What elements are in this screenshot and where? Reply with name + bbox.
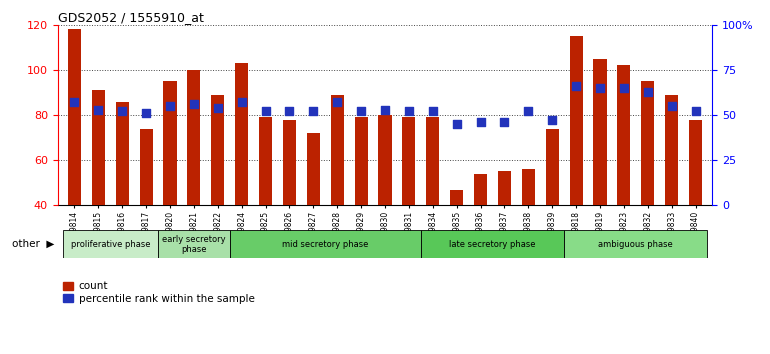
Bar — [427, 117, 440, 205]
Bar — [570, 36, 583, 205]
Bar — [378, 115, 392, 205]
Text: early secretory
phase: early secretory phase — [162, 235, 226, 254]
Bar — [474, 174, 487, 205]
Point — [474, 119, 487, 125]
Bar — [235, 63, 248, 205]
Point — [450, 121, 463, 127]
Bar — [68, 29, 81, 205]
Bar — [450, 189, 464, 205]
Bar — [306, 133, 320, 205]
Text: GDS2052 / 1555910_at: GDS2052 / 1555910_at — [58, 11, 203, 24]
Bar — [158, 230, 229, 258]
Point — [331, 99, 343, 105]
Bar — [187, 70, 200, 205]
Point — [307, 109, 320, 114]
Point — [92, 107, 105, 113]
Point — [403, 109, 415, 114]
Bar — [402, 117, 416, 205]
Point — [355, 109, 367, 114]
Bar — [330, 95, 343, 205]
Bar — [139, 129, 152, 205]
Bar — [211, 95, 224, 205]
Point — [188, 101, 200, 107]
Bar — [229, 230, 421, 258]
Point — [570, 83, 582, 89]
Point — [379, 107, 391, 113]
Point — [665, 103, 678, 109]
Bar — [163, 81, 176, 205]
Bar — [259, 117, 272, 205]
Point — [618, 85, 630, 91]
Bar — [618, 65, 631, 205]
Point — [498, 119, 511, 125]
Bar — [594, 59, 607, 205]
Bar — [665, 95, 678, 205]
Point — [427, 109, 439, 114]
Text: late secretory phase: late secretory phase — [449, 240, 536, 249]
Bar — [92, 90, 105, 205]
Text: other  ▶: other ▶ — [12, 239, 54, 249]
Point — [212, 105, 224, 111]
Point — [594, 85, 606, 91]
Point — [259, 109, 272, 114]
Bar — [564, 230, 708, 258]
Point — [164, 103, 176, 109]
Point — [522, 109, 534, 114]
Bar — [689, 120, 702, 205]
Point — [689, 109, 701, 114]
Point — [140, 110, 152, 116]
Point — [69, 99, 81, 105]
Point — [236, 99, 248, 105]
Bar — [498, 171, 511, 205]
Point — [641, 89, 654, 95]
Bar — [522, 169, 535, 205]
Text: mid secretory phase: mid secretory phase — [282, 240, 369, 249]
Point — [283, 109, 296, 114]
Bar — [641, 81, 654, 205]
Point — [546, 118, 558, 123]
Point — [116, 109, 129, 114]
Text: proliferative phase: proliferative phase — [71, 240, 150, 249]
Bar — [354, 117, 368, 205]
Bar — [546, 129, 559, 205]
Bar — [421, 230, 564, 258]
Bar — [283, 120, 296, 205]
Bar — [116, 102, 129, 205]
Bar — [62, 230, 158, 258]
Text: ambiguous phase: ambiguous phase — [598, 240, 673, 249]
Legend: count, percentile rank within the sample: count, percentile rank within the sample — [63, 281, 254, 304]
